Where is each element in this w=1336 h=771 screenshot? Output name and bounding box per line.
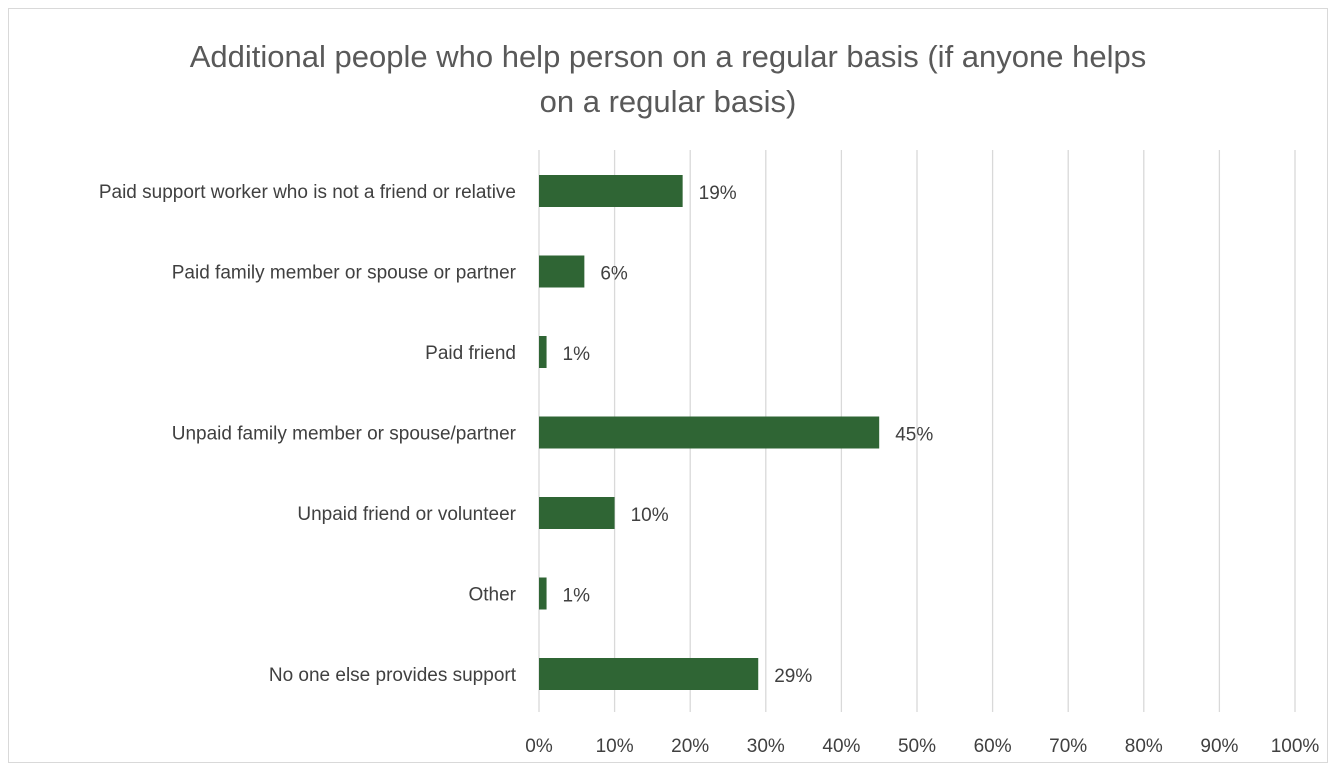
category-label: Other bbox=[468, 585, 516, 606]
x-tick-label: 80% bbox=[1125, 736, 1163, 757]
category-label: Unpaid friend or volunteer bbox=[297, 504, 516, 525]
x-tick-label: 20% bbox=[671, 736, 709, 757]
x-tick-label: 60% bbox=[974, 736, 1012, 757]
data-label: 10% bbox=[631, 505, 669, 526]
category-label: Paid support worker who is not a friend … bbox=[99, 182, 516, 203]
bar bbox=[539, 175, 683, 207]
bar bbox=[539, 336, 547, 368]
x-tick-label: 0% bbox=[525, 736, 553, 757]
data-label: 1% bbox=[563, 586, 591, 607]
x-tick-label: 70% bbox=[1049, 736, 1087, 757]
data-label: 1% bbox=[563, 344, 591, 365]
bar bbox=[539, 416, 880, 449]
x-tick-label: 10% bbox=[596, 736, 634, 757]
chart-title-line-2: on a regular basis) bbox=[539, 84, 797, 119]
x-tick-label: 90% bbox=[1200, 736, 1238, 757]
bar bbox=[539, 577, 547, 610]
chart-frame bbox=[8, 8, 1328, 763]
chart-title-line-1: Additional people who help person on a r… bbox=[189, 39, 1147, 74]
bar bbox=[539, 658, 759, 690]
x-tick-label: 100% bbox=[1271, 736, 1320, 757]
data-label: 6% bbox=[600, 264, 628, 285]
bar bbox=[539, 497, 615, 529]
data-label: 19% bbox=[699, 183, 737, 204]
category-label: Paid friend bbox=[425, 343, 516, 364]
x-tick-label: 50% bbox=[898, 736, 936, 757]
x-tick-label: 40% bbox=[822, 736, 860, 757]
chart-title: Additional people who help person on a r… bbox=[0, 34, 1336, 124]
data-label: 45% bbox=[895, 425, 933, 446]
category-label: Paid family member or spouse or partner bbox=[172, 263, 517, 284]
bar bbox=[539, 255, 585, 288]
category-label: No one else provides support bbox=[269, 665, 517, 686]
data-label: 29% bbox=[774, 666, 812, 687]
category-label: Unpaid family member or spouse/partner bbox=[172, 424, 517, 445]
x-tick-label: 30% bbox=[747, 736, 785, 757]
